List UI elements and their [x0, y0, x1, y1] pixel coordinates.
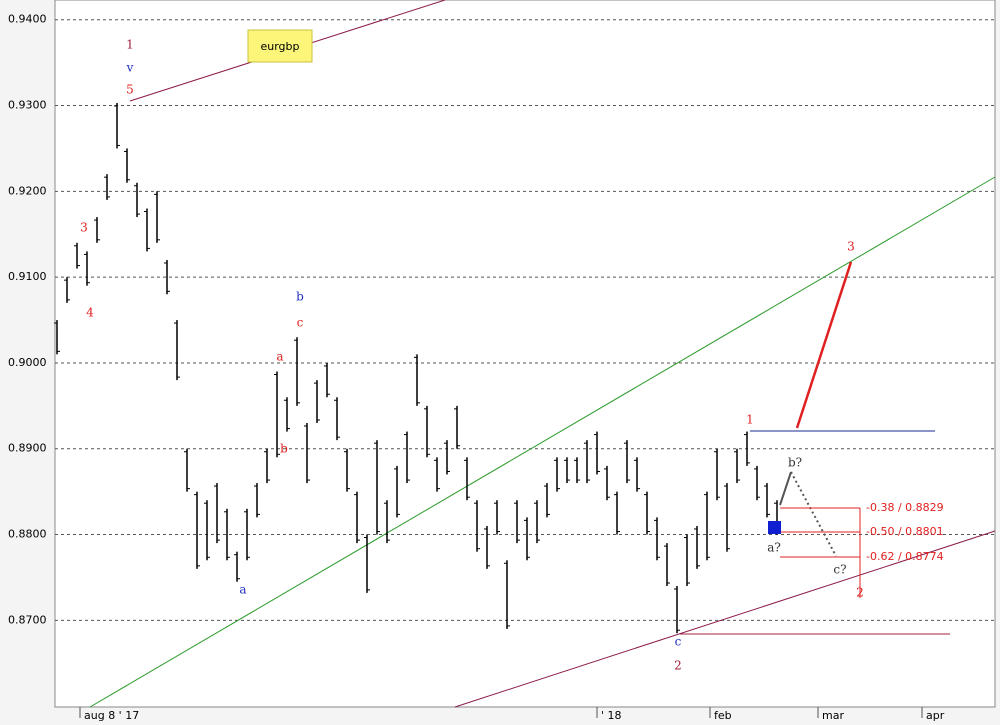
- x-tick-label: feb: [714, 709, 732, 722]
- annotation: a?: [767, 541, 781, 555]
- chart-title: eurgbp: [260, 40, 299, 53]
- y-tick-label: 0.8700: [8, 613, 47, 626]
- x-tick-label: ' 18: [601, 709, 622, 722]
- fib-levels: [780, 507, 861, 598]
- y-tick-label: 0.9400: [8, 13, 47, 26]
- annotation: b: [280, 442, 288, 456]
- y-tick-label: 0.9200: [8, 184, 47, 197]
- annotation: a: [239, 583, 246, 597]
- plot-area: [54, 0, 996, 708]
- x-tick-label: aug 8 ' 17: [84, 709, 139, 722]
- y-tick-label: 0.9100: [8, 270, 47, 283]
- y-tick-label: 0.8800: [8, 528, 47, 541]
- annotation: 2: [856, 586, 864, 600]
- x-tick-label: mar: [822, 709, 844, 722]
- x-tick-label: apr: [926, 709, 945, 722]
- annotation: 1: [746, 413, 754, 427]
- y-tick-label: 0.8900: [8, 442, 47, 455]
- projection: [779, 471, 792, 506]
- annotation: 1: [126, 38, 134, 52]
- annotation: -0.38 / 0.8829: [866, 501, 944, 514]
- annotation: c: [675, 635, 682, 649]
- annotation: v: [126, 61, 134, 75]
- annotation: 3: [847, 240, 855, 254]
- annotation: a: [276, 350, 283, 364]
- annotation: c: [297, 316, 304, 330]
- y-tick-label: 0.9000: [8, 356, 47, 369]
- annotation: 3: [80, 221, 88, 235]
- annotation: 4: [86, 306, 94, 320]
- trend-line: [454, 530, 996, 708]
- projection: [790, 471, 837, 557]
- projection: [795, 261, 853, 429]
- annotation: -0.50 / 0.8801: [866, 525, 944, 538]
- trend-line: [89, 176, 996, 708]
- annotation: -0.62 / 0.8774: [866, 550, 944, 563]
- annotation: b?: [788, 456, 802, 470]
- marker: [768, 521, 781, 534]
- symbol-box: [247, 29, 313, 63]
- annotation: c?: [833, 563, 846, 577]
- annotation: b: [296, 290, 304, 304]
- annotation: 5: [126, 83, 134, 97]
- annotation: 2: [674, 659, 682, 673]
- y-tick-label: 0.9300: [8, 99, 47, 112]
